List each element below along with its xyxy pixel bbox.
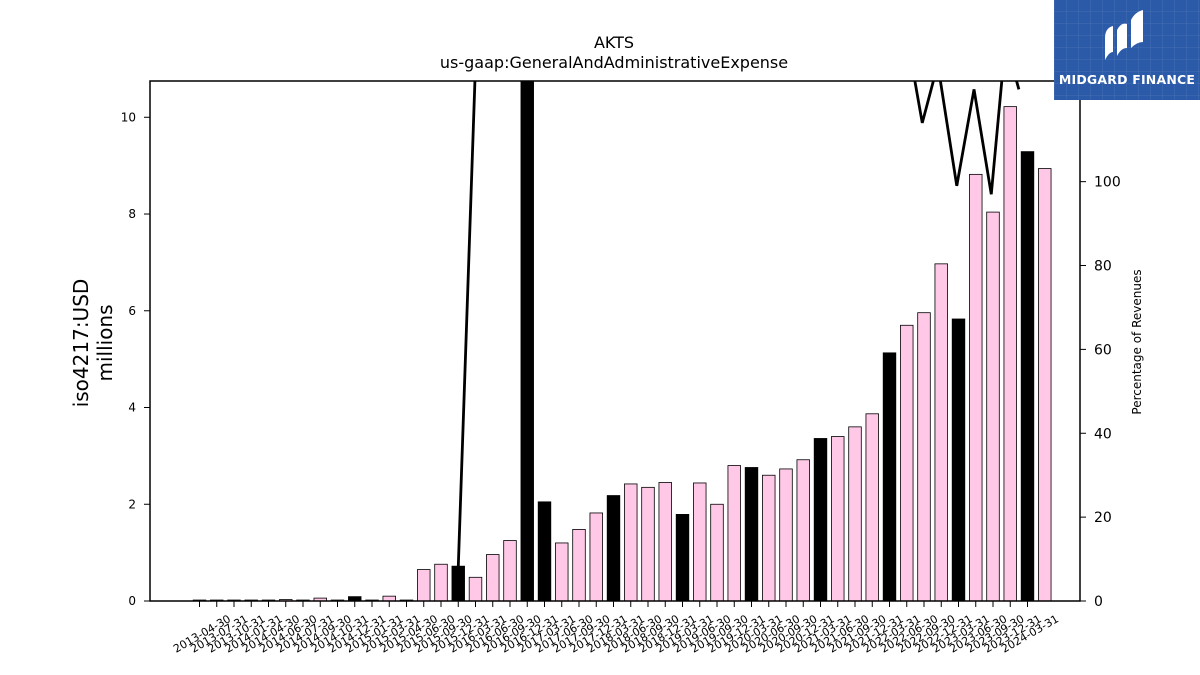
bar: [503, 540, 517, 601]
bar: [986, 211, 1000, 601]
left-tick-label: 6: [128, 304, 136, 318]
bar: [417, 569, 431, 601]
bar: [693, 482, 707, 601]
bar: [624, 483, 638, 601]
bar: [468, 576, 483, 601]
bar: [951, 318, 966, 601]
bar: [779, 468, 793, 601]
x-axis: 2013-04-302013-07-312013-10-312014-01-31…: [171, 601, 1061, 656]
bar: [969, 173, 983, 601]
bar: [1003, 106, 1017, 601]
line-layer: [456, 81, 1021, 601]
right-axis-label: Percentage of Revenues: [1130, 269, 1144, 414]
bar: [831, 436, 845, 601]
right-tick-label: 80: [1094, 259, 1112, 275]
chart-subtitle: us-gaap:GeneralAndAdministrativeExpense: [440, 53, 788, 72]
left-tick-label: 2: [128, 497, 136, 511]
bar: [848, 426, 862, 601]
right-tick-label: 40: [1094, 426, 1112, 442]
bar: [434, 563, 448, 601]
bar: [486, 554, 500, 601]
midgard-logo-icon: [1105, 10, 1143, 60]
bar: [917, 312, 931, 601]
percentage-line: [456, 81, 1021, 601]
right-y-axis: 0 20 40 60 80 100: [1080, 175, 1121, 610]
chart-title: AKTS: [594, 33, 634, 52]
bar: [900, 324, 914, 601]
right-tick-label: 0: [1094, 594, 1103, 610]
bar: [796, 459, 810, 601]
left-axis-label-line: millions: [93, 304, 117, 381]
bar: [658, 482, 672, 601]
left-axis-label: iso4217:USD millions: [69, 279, 117, 408]
bar: [865, 413, 879, 601]
plot-frame: [149, 80, 1081, 602]
bar: [1020, 151, 1035, 601]
bar: [813, 438, 828, 601]
bar: [934, 263, 948, 601]
bar: [882, 352, 897, 601]
bar: [727, 465, 741, 601]
bar: [710, 503, 724, 601]
bar: [641, 486, 655, 601]
bar: [451, 565, 465, 601]
left-tick-label: 0: [128, 594, 136, 608]
left-tick-label: 4: [128, 401, 136, 415]
right-tick-label: 20: [1094, 510, 1112, 526]
bar: [348, 596, 362, 601]
bar: [589, 512, 603, 601]
logo-text: MIDGARD FINANCE: [1058, 72, 1196, 87]
bar: [744, 467, 759, 601]
left-y-axis: 0 2 4 6 8 10: [121, 110, 150, 608]
right-tick-label: 60: [1094, 342, 1112, 358]
left-tick-label: 8: [128, 207, 136, 221]
bar: [762, 474, 776, 601]
bar: [675, 514, 690, 601]
bar: [1038, 168, 1052, 601]
right-tick-label: 100: [1094, 175, 1121, 191]
bar: [555, 542, 569, 601]
bar: [537, 501, 552, 601]
midgard-finance-logo: MIDGARD FINANCE: [1054, 0, 1200, 100]
left-tick-label: 10: [121, 110, 136, 124]
bars-layer: [192, 81, 1052, 601]
left-axis-label-line: iso4217:USD: [69, 279, 93, 408]
bar: [572, 529, 586, 601]
bar: [606, 495, 621, 601]
